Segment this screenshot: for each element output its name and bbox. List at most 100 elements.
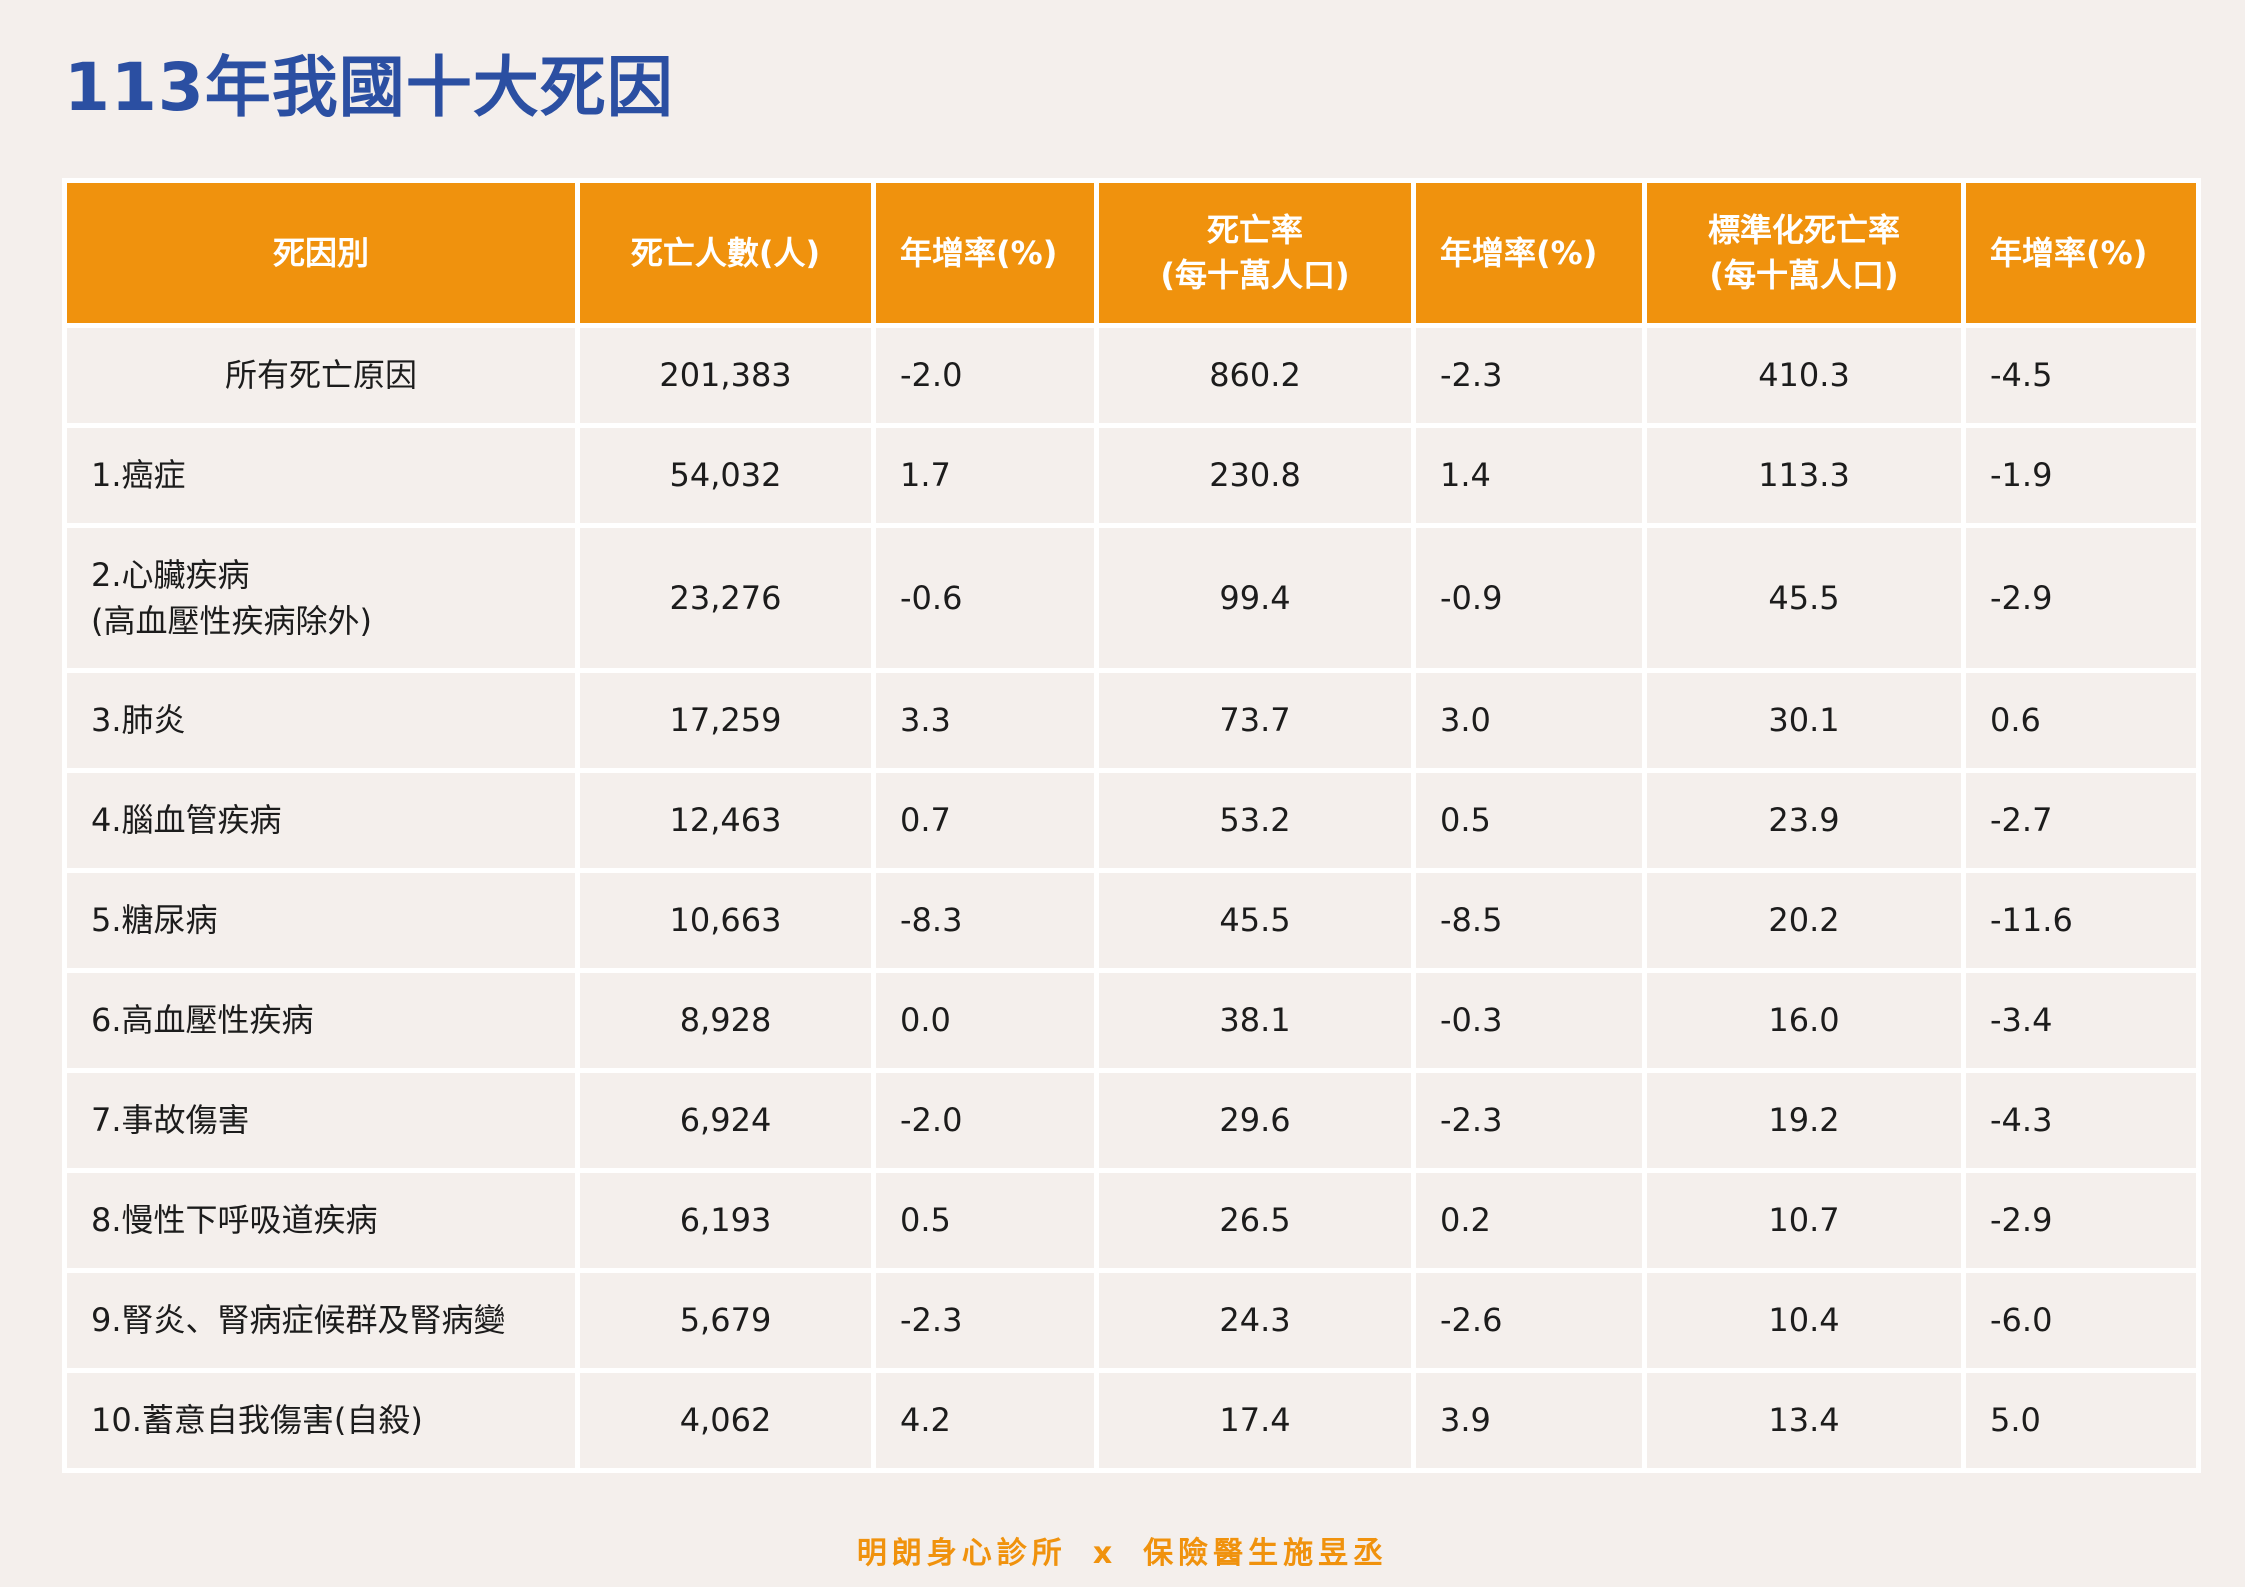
std-rate-cell: 113.3 [1642, 423, 1966, 528]
header-std-rate-line1: 標準化死亡率 [1707, 211, 1900, 250]
std-rate-growth-cell: -2.7 [1961, 768, 2201, 873]
deaths-cell: 6,924 [575, 1068, 876, 1173]
header-rate-line2: (每十萬人口) [1160, 256, 1350, 294]
deaths-growth-cell: -2.0 [871, 323, 1099, 428]
std-rate-growth-cell: -2.9 [1961, 523, 2201, 673]
deaths-cell: 10,663 [575, 868, 876, 973]
cause-cell: 1.癌症 [62, 423, 580, 528]
table-row: 4.腦血管疾病 12,463 0.7 53.2 0.5 23.9 -2.7 [62, 768, 2201, 873]
rate-growth-cell: 1.4 [1411, 423, 1647, 528]
deaths-growth-cell: -2.0 [871, 1068, 1099, 1173]
std-rate-growth-cell: -2.9 [1961, 1168, 2201, 1273]
table-row: 8.慢性下呼吸道疾病 6,193 0.5 26.5 0.2 10.7 -2.9 [62, 1168, 2201, 1273]
death-causes-table-container: 死因別 死亡人數(人) 年增率(%) 死亡率 (每十萬人口) 年增率(%) 標準… [62, 178, 2201, 1473]
header-std-rate-growth: 年增率(%) [1961, 178, 2201, 328]
header-deaths-growth: 年增率(%) [871, 178, 1099, 328]
std-rate-growth-cell: 0.6 [1961, 668, 2201, 773]
rate-growth-cell: -2.6 [1411, 1268, 1647, 1373]
header-std-rate: 標準化死亡率 (每十萬人口) [1642, 178, 1966, 328]
deaths-growth-cell: 3.3 [871, 668, 1099, 773]
rate-growth-cell: -0.9 [1411, 523, 1647, 673]
cause-line1: 2.心臟疾病 [91, 555, 250, 594]
cause-cell: 10.蓄意自我傷害(自殺) [62, 1368, 580, 1473]
std-rate-growth-cell: -4.3 [1961, 1068, 2201, 1173]
footer-separator: x [1092, 1536, 1118, 1571]
deaths-growth-cell: 0.5 [871, 1168, 1099, 1273]
deaths-growth-cell: 1.7 [871, 423, 1099, 528]
cause-cell: 4.腦血管疾病 [62, 768, 580, 873]
rate-growth-cell: -2.3 [1411, 1068, 1647, 1173]
rate-growth-cell: 3.0 [1411, 668, 1647, 773]
rate-cell: 53.2 [1094, 768, 1416, 873]
cause-cell: 7.事故傷害 [62, 1068, 580, 1173]
std-rate-cell: 13.4 [1642, 1368, 1966, 1473]
table-row: 10.蓄意自我傷害(自殺) 4,062 4.2 17.4 3.9 13.4 5.… [62, 1368, 2201, 1473]
std-rate-growth-cell: -11.6 [1961, 868, 2201, 973]
deaths-cell: 12,463 [575, 768, 876, 873]
rate-cell: 24.3 [1094, 1268, 1416, 1373]
rate-cell: 73.7 [1094, 668, 1416, 773]
deaths-growth-cell: 0.0 [871, 968, 1099, 1073]
rate-growth-cell: -8.5 [1411, 868, 1647, 973]
std-rate-growth-cell: -6.0 [1961, 1268, 2201, 1373]
deaths-cell: 54,032 [575, 423, 876, 528]
std-rate-cell: 45.5 [1642, 523, 1966, 673]
cause-cell: 8.慢性下呼吸道疾病 [62, 1168, 580, 1273]
deaths-growth-cell: 0.7 [871, 768, 1099, 873]
rate-cell: 26.5 [1094, 1168, 1416, 1273]
std-rate-cell: 10.7 [1642, 1168, 1966, 1273]
cause-cell: 所有死亡原因 [62, 323, 580, 428]
table-row: 1.癌症 54,032 1.7 230.8 1.4 113.3 -1.9 [62, 423, 2201, 528]
cause-cell: 9.腎炎、腎病症候群及腎病變 [62, 1268, 580, 1373]
std-rate-cell: 23.9 [1642, 768, 1966, 873]
rate-growth-cell: -0.3 [1411, 968, 1647, 1073]
rate-cell: 230.8 [1094, 423, 1416, 528]
rate-growth-cell: 0.5 [1411, 768, 1647, 873]
cause-cell: 5.糖尿病 [62, 868, 580, 973]
cause-cell: 2.心臟疾病 (高血壓性疾病除外) [62, 523, 580, 673]
deaths-cell: 8,928 [575, 968, 876, 1073]
table-row: 6.高血壓性疾病 8,928 0.0 38.1 -0.3 16.0 -3.4 [62, 968, 2201, 1073]
deaths-cell: 5,679 [575, 1268, 876, 1373]
std-rate-growth-cell: -3.4 [1961, 968, 2201, 1073]
header-std-rate-line2: (每十萬人口) [1709, 256, 1899, 294]
death-causes-table: 死因別 死亡人數(人) 年增率(%) 死亡率 (每十萬人口) 年增率(%) 標準… [62, 178, 2201, 1473]
deaths-cell: 201,383 [575, 323, 876, 428]
cause-cell: 6.高血壓性疾病 [62, 968, 580, 1073]
table-row: 5.糖尿病 10,663 -8.3 45.5 -8.5 20.2 -11.6 [62, 868, 2201, 973]
std-rate-cell: 20.2 [1642, 868, 1966, 973]
table-header-row: 死因別 死亡人數(人) 年增率(%) 死亡率 (每十萬人口) 年增率(%) 標準… [62, 178, 2201, 328]
rate-cell: 38.1 [1094, 968, 1416, 1073]
rate-growth-cell: 3.9 [1411, 1368, 1647, 1473]
std-rate-cell: 19.2 [1642, 1068, 1966, 1173]
header-rate-line1: 死亡率 [1206, 211, 1303, 250]
std-rate-growth-cell: 5.0 [1961, 1368, 2201, 1473]
page-title: 113年我國十大死因 [64, 49, 674, 126]
std-rate-cell: 410.3 [1642, 323, 1966, 428]
rate-cell: 45.5 [1094, 868, 1416, 973]
deaths-growth-cell: -2.3 [871, 1268, 1099, 1373]
table-row: 2.心臟疾病 (高血壓性疾病除外) 23,276 -0.6 99.4 -0.9 … [62, 523, 2201, 673]
cause-cell: 3.肺炎 [62, 668, 580, 773]
std-rate-cell: 30.1 [1642, 668, 1966, 773]
header-rate: 死亡率 (每十萬人口) [1094, 178, 1416, 328]
deaths-growth-cell: -0.6 [871, 523, 1099, 673]
table-row: 7.事故傷害 6,924 -2.0 29.6 -2.3 19.2 -4.3 [62, 1068, 2201, 1173]
deaths-cell: 6,193 [575, 1168, 876, 1273]
table-row: 3.肺炎 17,259 3.3 73.7 3.0 30.1 0.6 [62, 668, 2201, 773]
footer-doctor-name: 保險醫生施昱丞 [1143, 1536, 1389, 1571]
header-cause: 死因別 [62, 178, 580, 328]
deaths-growth-cell: 4.2 [871, 1368, 1099, 1473]
std-rate-growth-cell: -1.9 [1961, 423, 2201, 528]
std-rate-growth-cell: -4.5 [1961, 323, 2201, 428]
std-rate-cell: 10.4 [1642, 1268, 1966, 1373]
rate-cell: 99.4 [1094, 523, 1416, 673]
footer-clinic-name: 明朗身心診所 [856, 1536, 1067, 1571]
std-rate-cell: 16.0 [1642, 968, 1966, 1073]
rate-cell: 860.2 [1094, 323, 1416, 428]
rate-growth-cell: -2.3 [1411, 323, 1647, 428]
header-rate-growth: 年增率(%) [1411, 178, 1647, 328]
table-row: 所有死亡原因 201,383 -2.0 860.2 -2.3 410.3 -4.… [62, 323, 2201, 428]
table-row: 9.腎炎、腎病症候群及腎病變 5,679 -2.3 24.3 -2.6 10.4… [62, 1268, 2201, 1373]
rate-cell: 17.4 [1094, 1368, 1416, 1473]
